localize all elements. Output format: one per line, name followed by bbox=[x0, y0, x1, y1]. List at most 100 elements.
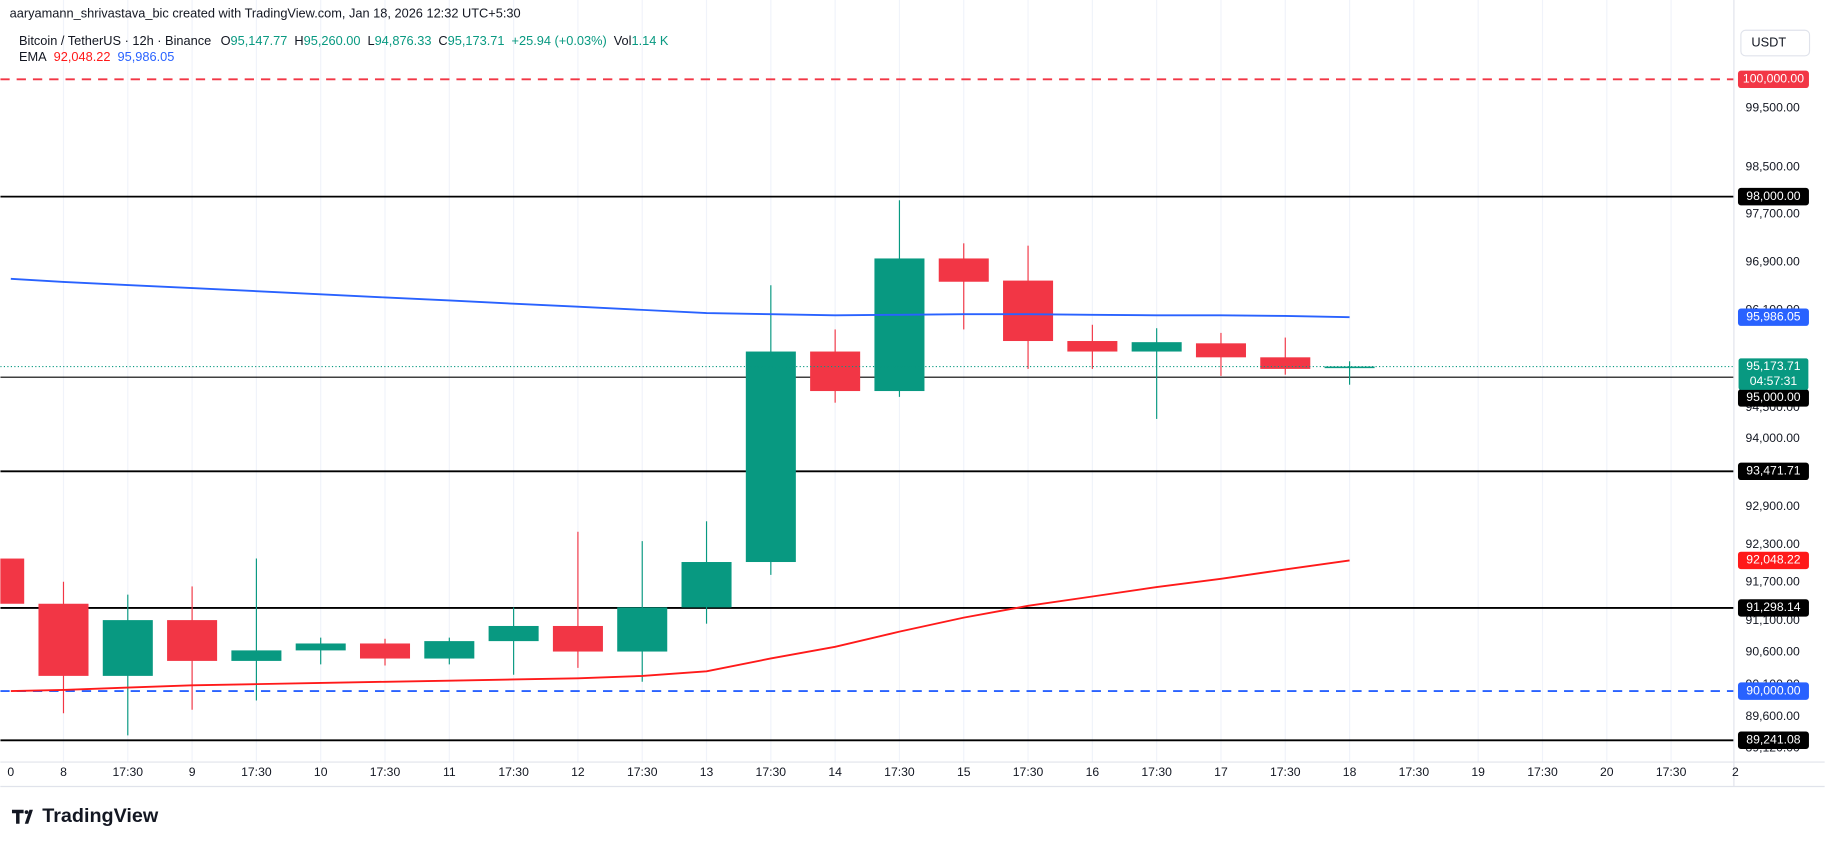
y-tick-label: 99,500.00 bbox=[1746, 101, 1801, 115]
x-tick-label: 17 bbox=[1214, 765, 1228, 779]
level-label: 100,000.00 bbox=[1743, 72, 1804, 86]
brand: TradingView bbox=[42, 805, 159, 827]
indicator-value: 95,986.05 bbox=[118, 50, 175, 65]
x-tick-label: 17:30 bbox=[498, 765, 529, 779]
ema-label-box bbox=[1737, 308, 1809, 326]
x-tick-label: 17:30 bbox=[241, 765, 272, 779]
x-tick-label: 17:30 bbox=[1527, 765, 1558, 779]
candle-body bbox=[167, 620, 218, 661]
level-label: 98,000.00 bbox=[1746, 189, 1801, 203]
y-tick-label: 96,900.00 bbox=[1746, 254, 1801, 268]
candles bbox=[0, 200, 1734, 736]
x-tick-label: 17:30 bbox=[756, 765, 787, 779]
x-tick-label: 19 bbox=[1471, 765, 1485, 779]
level-label-box bbox=[1737, 731, 1809, 749]
candle-body bbox=[1003, 280, 1054, 342]
level-label-box bbox=[1737, 462, 1809, 481]
candle-body bbox=[810, 351, 861, 392]
x-tick-label: 18 bbox=[1343, 765, 1357, 779]
x-tick-label: 9 bbox=[189, 765, 196, 779]
currency[interactable]: USDT bbox=[1751, 34, 1786, 49]
candle-body bbox=[681, 562, 732, 608]
x-tick-label: 0 bbox=[7, 765, 14, 779]
candle-body bbox=[1324, 366, 1375, 369]
candle-body bbox=[231, 650, 282, 661]
ema-line bbox=[10, 559, 1350, 693]
candle-body bbox=[1131, 342, 1182, 352]
x-tick-label: 13 bbox=[700, 765, 714, 779]
credit: aaryamann_shrivastava_bic created with T… bbox=[10, 5, 521, 20]
x-tick-label: 17:30 bbox=[1013, 765, 1044, 779]
x-tick-label: 20 bbox=[1600, 765, 1614, 779]
y-tick-label: 92,300.00 bbox=[1746, 537, 1801, 551]
candle-body bbox=[0, 558, 25, 604]
indicator-value: 92,048.22 bbox=[54, 50, 111, 65]
legend-row: Bitcoin / TetherUS · 12h · Binance O95,14… bbox=[19, 33, 669, 48]
candle-body bbox=[295, 643, 346, 651]
x-tick-label: 10 bbox=[314, 765, 328, 779]
candle-body bbox=[488, 625, 539, 642]
ohlc-key: H bbox=[294, 33, 303, 48]
ema-label: 92,048.22 bbox=[1746, 553, 1801, 567]
y-tick-label: 94,000.00 bbox=[1746, 431, 1801, 445]
levels bbox=[0, 78, 1734, 742]
volume-key: Vol bbox=[614, 33, 632, 48]
level-label-box bbox=[1737, 70, 1809, 89]
ohlc-value: 95,173.71 bbox=[448, 33, 505, 48]
candle-body bbox=[874, 258, 925, 392]
change: +25.94 (+0.03%) bbox=[512, 33, 607, 48]
candle-body bbox=[1195, 343, 1246, 358]
level-label-box bbox=[1737, 187, 1809, 206]
ema-label: 95,986.05 bbox=[1746, 309, 1801, 323]
logo bbox=[11, 809, 33, 824]
candle-body bbox=[1067, 341, 1118, 352]
currency-box[interactable] bbox=[1740, 29, 1811, 57]
x-tick-label: 8 bbox=[60, 765, 67, 779]
level-label-box bbox=[1737, 682, 1809, 700]
x-tick-label: 17:30 bbox=[627, 765, 658, 779]
ohlc-key: L bbox=[367, 33, 374, 48]
indicator-row: EMA 92,048.22 95,986.05 bbox=[19, 50, 174, 65]
level-label: 89,241.08 bbox=[1746, 732, 1801, 746]
candle-body bbox=[102, 620, 153, 676]
y-tick-label: 91,700.00 bbox=[1746, 575, 1801, 589]
level-label: 95,000.00 bbox=[1746, 390, 1801, 404]
ema-label-box bbox=[1737, 551, 1809, 570]
x-tick-label: 2 bbox=[1732, 765, 1739, 779]
y-tick-label: 97,700.00 bbox=[1746, 207, 1801, 221]
last-price: 95,173.71 bbox=[1746, 359, 1801, 373]
x-tick-label: 11 bbox=[443, 765, 456, 779]
time-axis: 0 8 17:30 9 17:30 10 17:30 11 17:30 12 17:30 13 17:3… bbox=[7, 765, 1739, 779]
price-labels: 100,000.00 98,000.00 95,000.00 93,471.71 91,… bbox=[1737, 70, 1809, 749]
level-label-box bbox=[1737, 599, 1809, 617]
candle-body bbox=[1260, 357, 1311, 369]
x-tick-label: 17:30 bbox=[1656, 765, 1687, 779]
y-tick-label: 98,500.00 bbox=[1746, 159, 1801, 173]
candle-body bbox=[617, 607, 668, 652]
x-tick-label: 17:30 bbox=[370, 765, 401, 779]
ohlc-key: O bbox=[221, 33, 231, 48]
y-tick-label: 92,900.00 bbox=[1746, 499, 1801, 513]
ohlc-value: 95,260.00 bbox=[304, 33, 361, 48]
x-tick-label: 16 bbox=[1086, 765, 1100, 779]
y-tick-label: 89,600.00 bbox=[1746, 709, 1801, 723]
x-tick-label: 14 bbox=[828, 765, 842, 779]
x-tick-label: 17:30 bbox=[1399, 765, 1430, 779]
x-tick-label: 17:30 bbox=[113, 765, 144, 779]
level-label: 91,298.14 bbox=[1746, 600, 1801, 614]
grid bbox=[62, 0, 1672, 763]
x-tick-label: 12 bbox=[571, 765, 585, 779]
symbol: Bitcoin / TetherUS · 12h · Binance bbox=[19, 33, 211, 48]
candle-body bbox=[359, 643, 411, 659]
y-tick-label: 90,600.00 bbox=[1746, 645, 1801, 659]
candle-body bbox=[745, 351, 796, 563]
countdown: 04:57:31 bbox=[1750, 374, 1798, 388]
x-tick-label: 17:30 bbox=[1270, 765, 1301, 779]
x-tick-label: 15 bbox=[957, 765, 971, 779]
ohlc-key: C bbox=[438, 33, 447, 48]
ema-line bbox=[10, 277, 1350, 319]
x-tick-label: 17:30 bbox=[884, 765, 915, 779]
ohlc-value: 94,876.33 bbox=[375, 33, 432, 48]
